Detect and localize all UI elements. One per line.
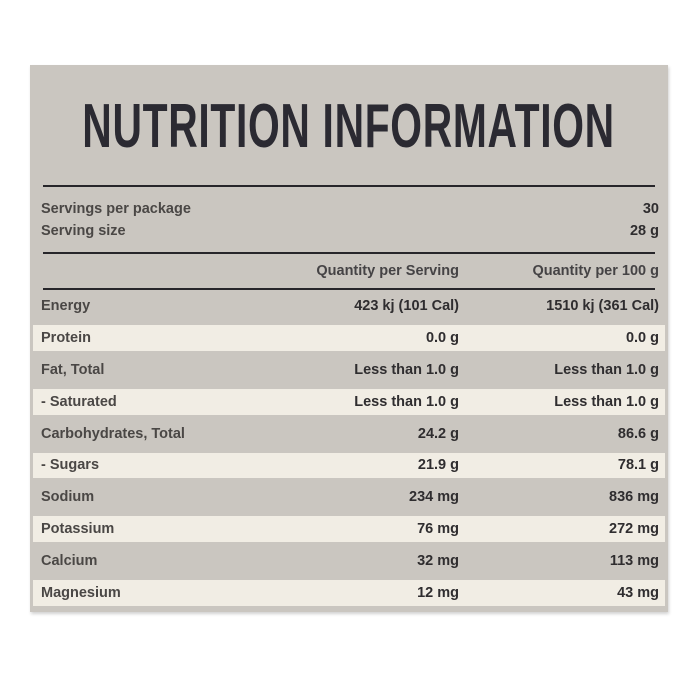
per-serving-value: 0.0 g xyxy=(425,329,459,346)
table-row-sugars: - Sugars 21.9 g 78.1 g xyxy=(33,450,665,482)
divider-under-title xyxy=(43,185,655,187)
table-row-potassium: Potassium 76 mg 272 mg xyxy=(33,513,665,545)
table-row-saturated: - Saturated Less than 1.0 g Less than 1.… xyxy=(33,386,665,418)
per-serving-value: 24.2 g xyxy=(417,425,459,442)
servings-per-package-value: 30 xyxy=(642,201,659,217)
per-serving-value: 21.9 g xyxy=(417,457,459,474)
per-serving-column-header: Quantity per Serving xyxy=(316,263,459,279)
per-100g-value: 78.1 g xyxy=(617,457,659,474)
per-100g-value: 0.0 g xyxy=(625,329,659,346)
table-column-headers: Quantity per Serving Quantity per 100 g xyxy=(30,254,668,288)
nutrient-name: Magnesium xyxy=(41,585,121,602)
per-serving-value: Less than 1.0 g xyxy=(354,361,459,378)
per-serving-value: 32 mg xyxy=(417,553,459,570)
serving-size-value: 28 g xyxy=(629,223,659,239)
serving-size-row: Serving size 28 g xyxy=(41,220,659,242)
per-100g-value: 86.6 g xyxy=(617,425,659,442)
table-row-sodium: Sodium 234 mg 836 mg xyxy=(33,481,665,513)
table-row-energy: Energy 423 kj (101 Cal) 1510 kj (361 Cal… xyxy=(33,290,665,322)
nutrient-name: Energy xyxy=(41,297,91,314)
nutrient-name: Carbohydrates, Total xyxy=(41,425,185,442)
per-100g-value: 113 mg xyxy=(609,553,659,570)
per-100g-value: 836 mg xyxy=(609,489,659,506)
table-row-magnesium: Magnesium 12 mg 43 mg xyxy=(33,577,665,609)
divider-under-headers xyxy=(43,288,655,290)
nutrient-name: Fat, Total xyxy=(41,361,105,378)
per-serving-value: 76 mg xyxy=(417,521,459,538)
per-100g-value: 43 mg xyxy=(617,585,659,602)
per-100g-column-header: Quantity per 100 g xyxy=(532,263,659,279)
nutrient-name: Potassium xyxy=(41,521,115,538)
nutrient-name: Calcium xyxy=(41,553,98,570)
table-row-protein: Protein 0.0 g 0.0 g xyxy=(33,322,665,354)
page-title: NUTRITION INFORMATION xyxy=(82,90,616,160)
serving-size-label: Serving size xyxy=(41,223,126,239)
nutrient-name: Sodium xyxy=(41,489,95,506)
nutrient-name: Protein xyxy=(41,329,91,346)
nutrient-name: - Sugars xyxy=(41,457,100,474)
per-100g-value: Less than 1.0 g xyxy=(554,393,659,410)
table-row-calcium: Calcium 32 mg 113 mg xyxy=(33,545,665,577)
nutrition-label-panel: NUTRITION INFORMATION Servings per packa… xyxy=(30,65,668,612)
table-row-fat-total: Fat, Total Less than 1.0 g Less than 1.0… xyxy=(33,354,665,386)
servings-per-package-label: Servings per package xyxy=(41,201,191,217)
divider-under-servings xyxy=(43,252,655,254)
per-serving-value: 423 kj (101 Cal) xyxy=(354,297,459,314)
per-100g-value: Less than 1.0 g xyxy=(554,361,659,378)
table-row-carbohydrates-total: Carbohydrates, Total 24.2 g 86.6 g xyxy=(33,418,665,450)
nutrient-name: - Saturated xyxy=(41,393,117,410)
per-serving-value: Less than 1.0 g xyxy=(354,393,459,410)
title-row: NUTRITION INFORMATION xyxy=(30,65,668,185)
servings-section: Servings per package 30 Serving size 28 … xyxy=(30,187,668,252)
servings-per-package-row: Servings per package 30 xyxy=(41,198,659,220)
nutrition-table: Energy 423 kj (101 Cal) 1510 kj (361 Cal… xyxy=(30,290,668,612)
per-100g-value: 1510 kj (361 Cal) xyxy=(546,297,659,314)
per-serving-value: 12 mg xyxy=(417,585,459,602)
per-serving-value: 234 mg xyxy=(409,489,459,506)
per-100g-value: 272 mg xyxy=(609,521,659,538)
